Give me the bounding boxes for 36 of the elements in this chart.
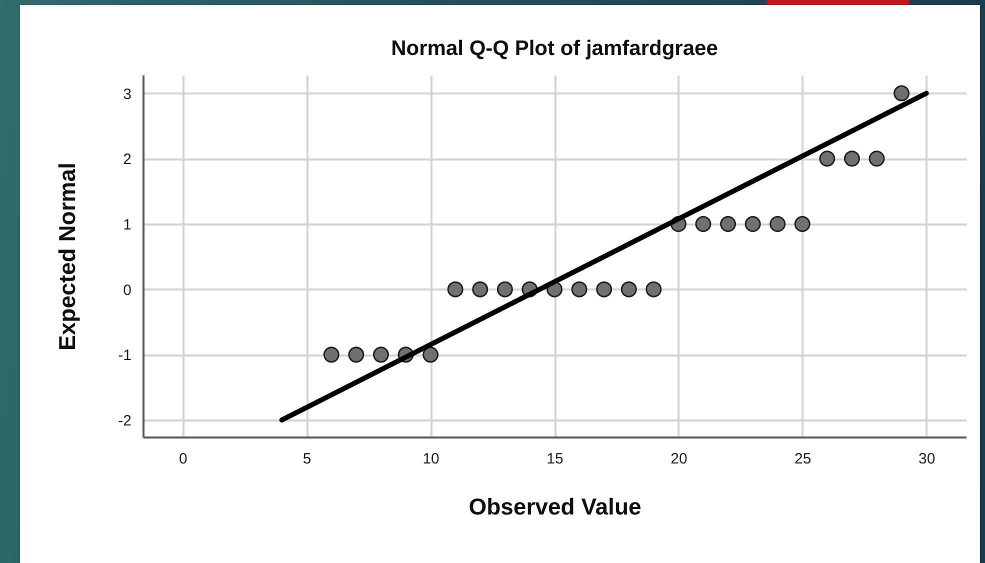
chart-title: Normal Q-Q Plot of jamfardgraee [391,37,718,60]
y-tick-label: 3 [123,86,132,103]
point [348,346,364,363]
point [620,281,637,298]
point [447,281,464,298]
point [794,216,810,232]
point [422,346,439,363]
point [496,281,513,298]
point [646,281,662,298]
x-tick-label: 5 [302,450,312,468]
x-tick-label: 15 [546,450,564,468]
x-tick-label: 20 [670,450,688,468]
point [472,281,488,298]
point [323,346,340,363]
point [596,281,612,298]
point [868,150,885,167]
y-tick-label: -1 [118,347,132,364]
point [571,281,588,298]
point [720,216,736,232]
y-tick-label: 2 [123,151,132,168]
point [744,216,761,232]
point [844,150,860,167]
x-axis-title: Observed Value [468,494,642,520]
point [819,150,836,167]
x-tick-label: 0 [178,450,188,468]
x-tick-label: 25 [794,450,812,468]
x-tick-label: 10 [422,450,440,468]
point [695,216,712,232]
y-axis-title: Expected Normal [54,162,80,350]
y-tick-label: -2 [118,412,132,430]
y-tick-label: 0 [123,282,132,299]
point [770,216,786,232]
point [894,85,910,102]
y-tick-label: 1 [123,216,132,234]
x-tick-label: 30 [918,450,936,468]
point [372,346,389,363]
